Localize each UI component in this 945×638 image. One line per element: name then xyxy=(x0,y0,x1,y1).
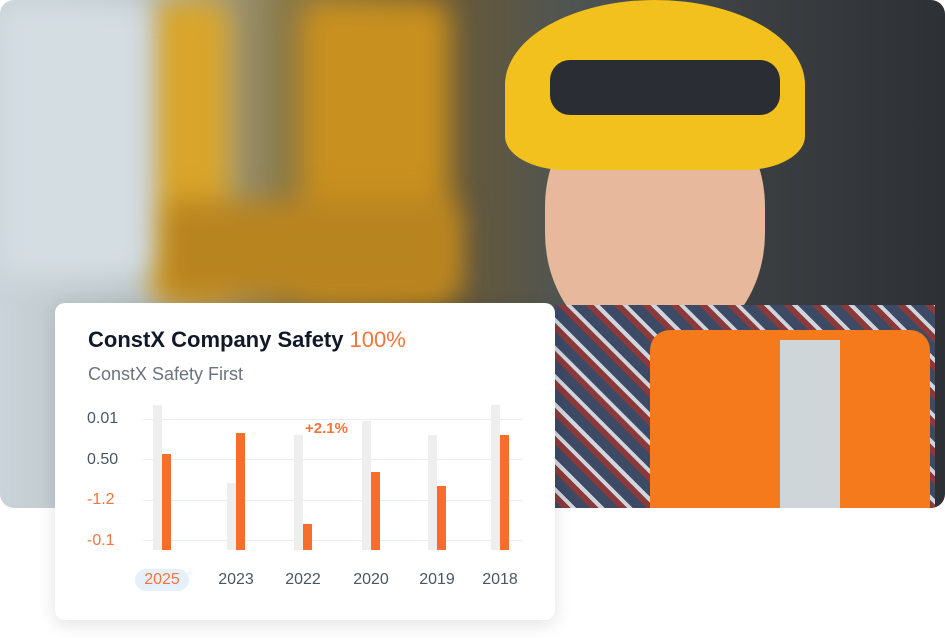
bar-reference-2023 xyxy=(227,483,236,550)
card-title-text: ConstX Company Safety xyxy=(88,327,344,352)
bar-value-2020 xyxy=(371,471,380,550)
bar-reference-2022 xyxy=(294,435,303,550)
gridline xyxy=(143,540,523,541)
bar-value-2022 xyxy=(303,523,312,550)
chart-annotation: +2.1% xyxy=(305,420,348,437)
bar-reference-2019 xyxy=(428,435,437,550)
y-tick-label: 0.01 xyxy=(87,410,119,427)
bar-value-2025 xyxy=(162,454,171,550)
x-tick-label-2018[interactable]: 2018 xyxy=(482,571,518,588)
x-tick-label-2022[interactable]: 2022 xyxy=(285,571,321,588)
gridline xyxy=(143,419,523,420)
x-tick-label-2025[interactable]: 2025 xyxy=(135,569,189,591)
safety-chart-card: ConstX Company Safety 100% ConstX Safety … xyxy=(55,303,555,620)
bar-reference-2020 xyxy=(362,420,371,550)
hero-photo-construction-worker xyxy=(0,0,945,508)
x-tick-label-2023[interactable]: 2023 xyxy=(218,571,254,588)
gridline xyxy=(143,500,523,501)
card-title: ConstX Company Safety 100% xyxy=(88,327,406,353)
x-tick-label-2020[interactable]: 2020 xyxy=(353,571,389,588)
y-tick-label: 0.50 xyxy=(87,451,119,468)
gridline xyxy=(143,459,523,460)
y-tick-label: -1.2 xyxy=(87,491,115,508)
bar-value-2019 xyxy=(437,486,446,550)
card-subtitle: ConstX Safety First xyxy=(88,364,244,384)
x-tick-label-2019[interactable]: 2019 xyxy=(419,571,455,588)
bar-value-2018 xyxy=(500,435,509,550)
bar-reference-2025 xyxy=(153,405,162,550)
card-title-value: 100% xyxy=(349,327,406,352)
bar-reference-2018 xyxy=(491,405,500,550)
y-tick-label: -0.1 xyxy=(87,532,115,549)
bar-value-2023 xyxy=(236,432,245,550)
